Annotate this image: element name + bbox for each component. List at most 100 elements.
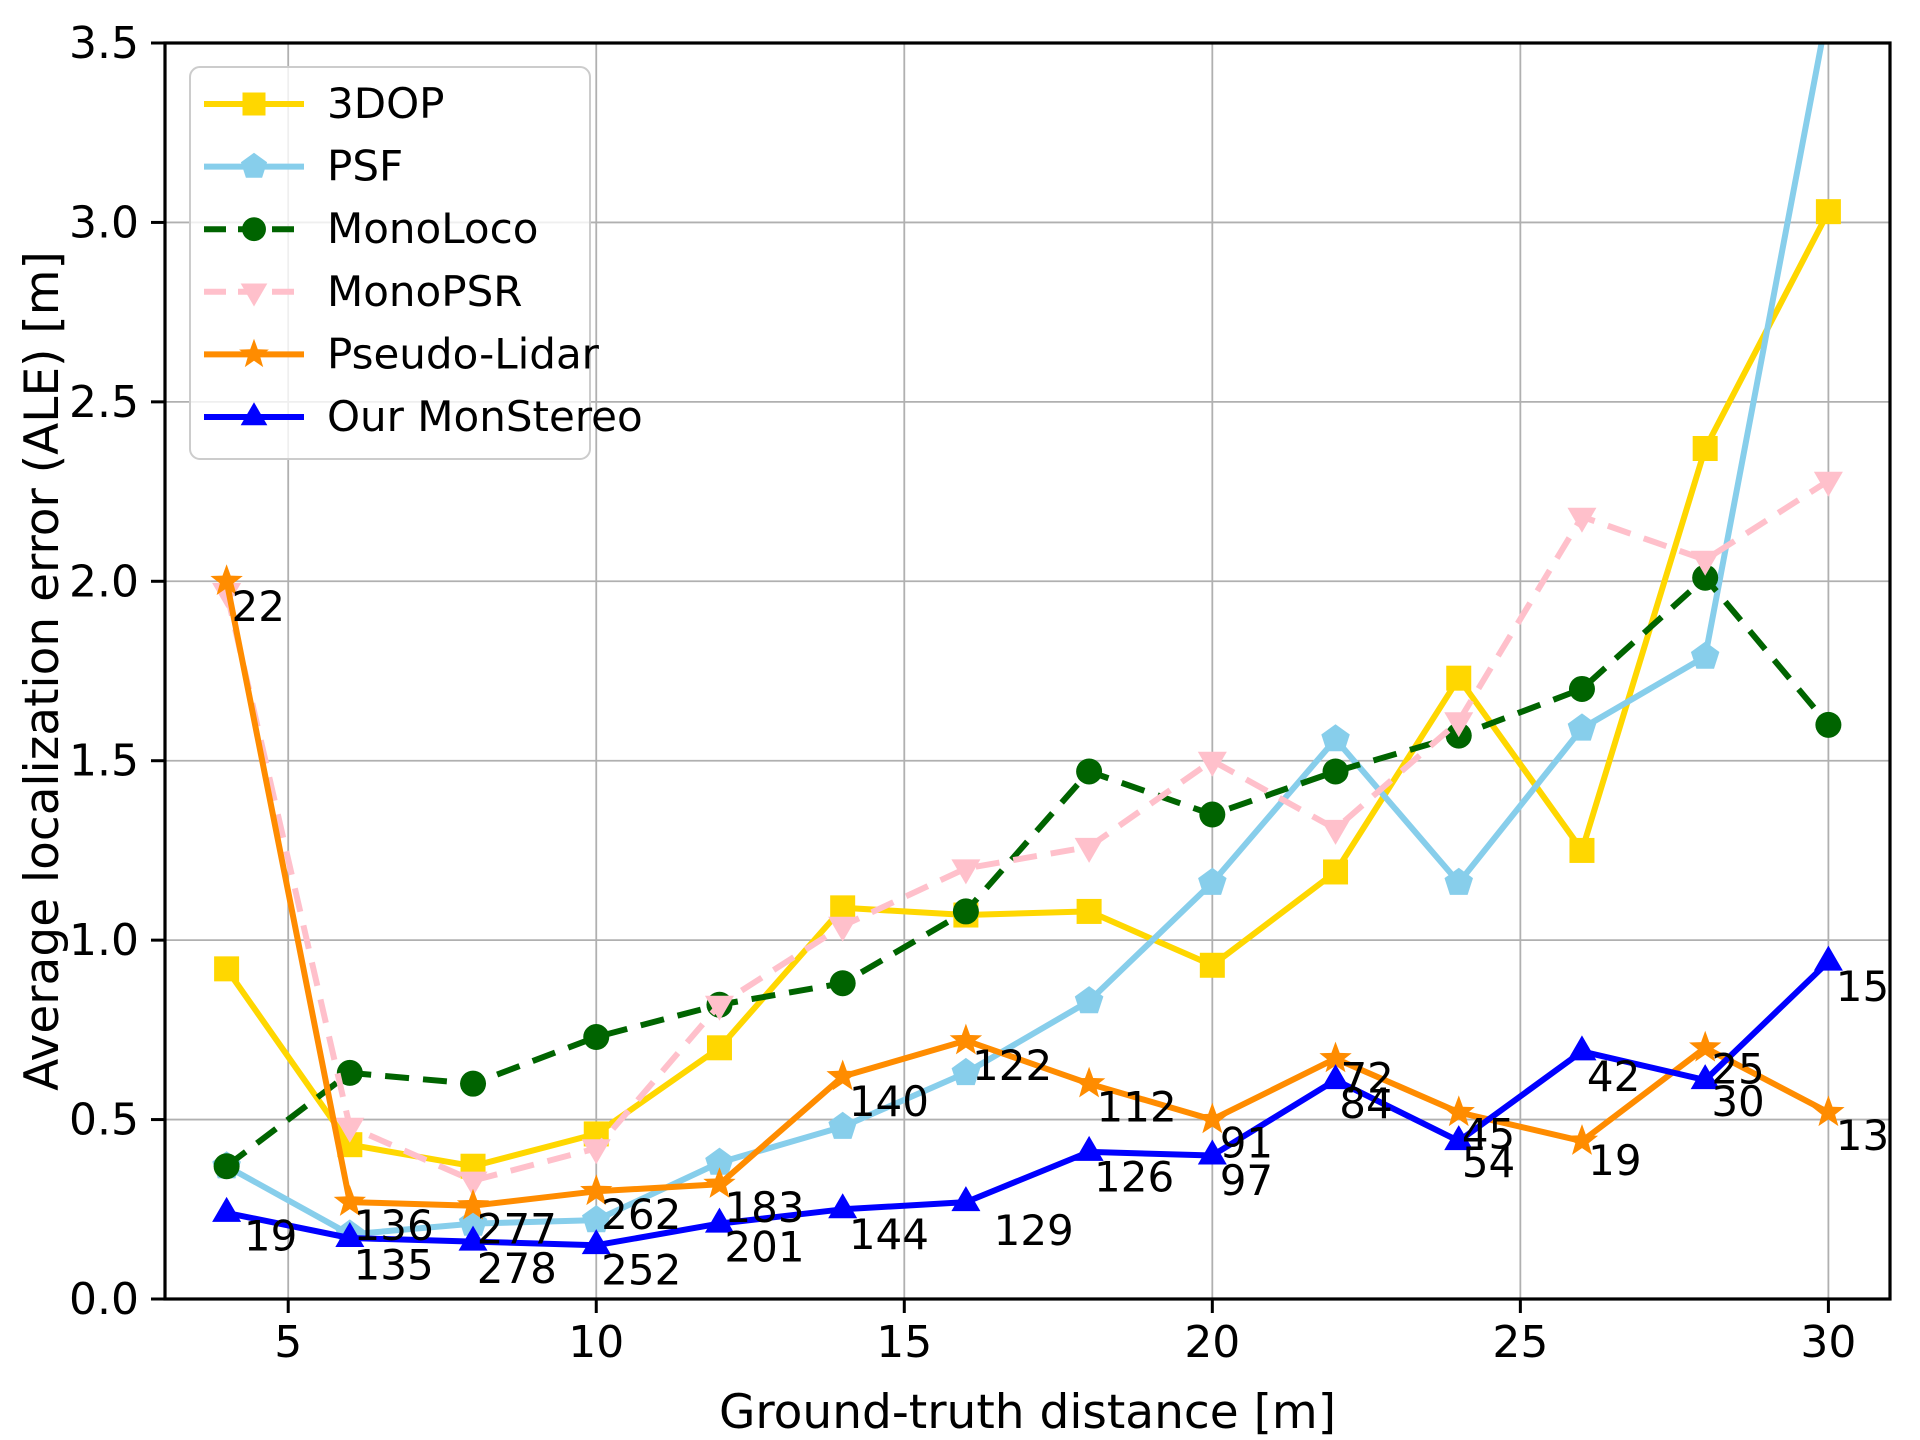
legend-item-monopsr: MonoPSR: [204, 267, 522, 316]
marker-star: [1319, 1041, 1352, 1073]
marker-square: [1815, 199, 1841, 225]
annotation-count: 135: [354, 1240, 434, 1289]
marker-circle: [1815, 711, 1842, 738]
marker-star: [826, 1059, 859, 1091]
marker-square: [1199, 952, 1225, 978]
marker-star: [210, 564, 243, 595]
plot-border: [163, 41, 1892, 1301]
y-axis-label: Average localization error (ALE) [m]: [15, 251, 70, 1091]
marker-pentagon: [1690, 641, 1720, 669]
marker-triangle-down: [581, 1139, 611, 1165]
axes: [151, 41, 1892, 1313]
marker-star: [949, 1023, 983, 1055]
marker-triangle-down: [1444, 712, 1474, 738]
marker-triangle-up: [828, 1193, 858, 1219]
legend-label: Our MonStereo: [327, 392, 643, 441]
marker-triangle-down: [1321, 819, 1351, 845]
marker-star: [239, 338, 269, 368]
annotation-count: 122: [972, 1041, 1052, 1090]
y-tick-label: 3.5: [69, 18, 139, 69]
marker-star: [1072, 1066, 1106, 1098]
annotation-count: 15: [1836, 962, 1889, 1011]
x-axis-label: Ground-truth distance [m]: [719, 1385, 1336, 1440]
annotation-count: 112: [1097, 1082, 1177, 1131]
marker-triangle-up: [240, 402, 268, 426]
annotation-count: 277: [477, 1204, 557, 1253]
annotation-count: 22: [232, 582, 285, 631]
y-tick-label: 0.0: [69, 1274, 139, 1325]
annotation-count: 42: [1587, 1052, 1640, 1101]
marker-circle: [1568, 675, 1595, 702]
annotation-count: 19: [1588, 1136, 1641, 1185]
marker-circle: [952, 898, 979, 925]
marker-triangle-up: [1321, 1064, 1351, 1090]
marker-star: [1196, 1102, 1229, 1134]
marker-star: [703, 1167, 736, 1198]
annotation-count: 201: [724, 1222, 804, 1271]
marker-star: [456, 1188, 490, 1220]
x-tick-label: 30: [1800, 1317, 1856, 1368]
legend-item-monoloco: MonoLoco: [204, 204, 538, 253]
marker-circle: [1076, 758, 1103, 785]
annotation-count: 252: [601, 1246, 681, 1295]
annotation-count: 278: [477, 1244, 557, 1293]
series-pseudo-lidar: [210, 564, 1845, 1220]
y-tick-label: 1.5: [69, 736, 139, 787]
annotation-count: 262: [601, 1190, 681, 1239]
series-monoloco: [213, 564, 1842, 1180]
marker-star: [1689, 1030, 1722, 1062]
marker-pentagon: [1074, 986, 1104, 1014]
y-tick-label: 0.5: [69, 1095, 139, 1146]
marker-pentagon: [1321, 724, 1350, 752]
marker-square: [214, 956, 240, 982]
series-layer: [210, 43, 1845, 1255]
marker-square: [1446, 665, 1472, 691]
y-tick-label: 2.5: [69, 377, 139, 428]
marker-triangle-down: [951, 859, 981, 885]
annotation-count: 45: [1462, 1109, 1515, 1158]
series-line: [223, 580, 1830, 1209]
annotation-count: 54: [1462, 1138, 1515, 1187]
marker-circle: [242, 217, 266, 242]
marker-triangle-up: [704, 1207, 734, 1233]
legend: 3DOP PSF MonoLoco MonoPSR Pseudo-Lidar Our Mo…: [189, 66, 643, 460]
marker-square: [830, 895, 856, 921]
marker-triangle-up: [1197, 1139, 1227, 1165]
annotation-count: 13: [1836, 1111, 1889, 1160]
marker-circle: [460, 1070, 487, 1097]
series-monopsr: [212, 471, 1843, 1197]
series-line: [223, 478, 1831, 1184]
marker-pentagon: [582, 1205, 611, 1233]
legend-label: PSF: [327, 142, 403, 191]
marker-circle: [1322, 758, 1349, 785]
x-tick-label: 25: [1492, 1317, 1548, 1368]
marker-square: [242, 92, 266, 116]
marker-pentagon: [240, 152, 268, 178]
marker-triangle-up: [1567, 1035, 1597, 1061]
marker-circle: [1199, 801, 1226, 828]
annotation-count: 183: [724, 1183, 804, 1232]
legend-item-psf: PSF: [204, 142, 403, 191]
marker-triangle-up: [212, 1196, 242, 1222]
marker-triangle-down: [1567, 507, 1597, 533]
y-tick-label: 2.0: [69, 556, 139, 607]
tick-marks: [151, 41, 1830, 1313]
annotation-count: 91: [1220, 1118, 1273, 1167]
marker-circle: [583, 1024, 610, 1051]
y-tick-label: 1.0: [69, 915, 139, 966]
marker-triangle-down: [704, 995, 734, 1021]
marker-triangle-down: [240, 283, 268, 307]
annotation-count: 72: [1340, 1054, 1393, 1103]
marker-pentagon: [1567, 713, 1597, 741]
annotation-count: 136: [354, 1201, 434, 1250]
marker-pentagon: [705, 1147, 734, 1175]
legend-label: Pseudo-Lidar: [327, 329, 600, 378]
legend-item-3dop: 3DOP: [204, 79, 444, 128]
marker-triangle-up: [1690, 1064, 1720, 1090]
marker-triangle-up: [951, 1186, 981, 1212]
marker-pentagon: [1198, 867, 1227, 895]
marker-triangle-up: [1444, 1125, 1474, 1151]
marker-triangle-up: [458, 1225, 488, 1251]
series-line: [226, 959, 1831, 1249]
